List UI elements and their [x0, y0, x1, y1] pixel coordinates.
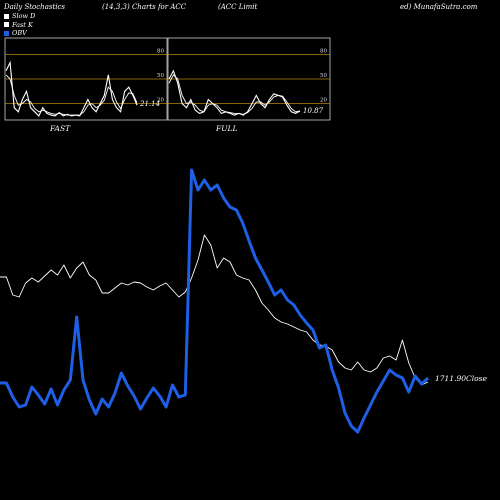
header-site: ed) MunafaSutra.com [400, 3, 478, 11]
header-params: (14,3,3) Charts for ACC [102, 3, 187, 11]
fast-y-tick-20: 20 [157, 98, 164, 104]
fast-panel-title: FAST [49, 124, 71, 133]
close-price-suffix: Close [466, 374, 488, 383]
obv-line [0, 168, 430, 434]
full-y-tick-20: 20 [320, 98, 327, 104]
legend-item-slow-d: Slow D [4, 12, 35, 21]
legend-label-slow-d: Slow D [12, 12, 36, 20]
full-panel-title: FULL [215, 124, 238, 133]
header-left: Daily Stochastics [4, 3, 66, 11]
full-fast-k-line [168, 69, 301, 116]
close-price-label: 1711.90Close [435, 374, 488, 383]
legend: Slow D Fast K OBV [4, 12, 35, 38]
full-y-tick-50: 50 [320, 73, 327, 79]
legend-item-obv: OBV [4, 29, 35, 38]
legend-label-fast-k: Fast K [12, 20, 33, 29]
price-line [0, 234, 429, 386]
close-price-value: 1711.90 [435, 374, 466, 383]
fast-y-tick-50: 50 [157, 73, 164, 79]
legend-swatch-slow-d [4, 13, 9, 19]
fast-slow-d-line [5, 74, 138, 116]
legend-swatch-fast-k [4, 22, 9, 28]
legend-label-obv: OBV [12, 29, 27, 37]
fast-fast-k-line [5, 60, 138, 117]
full-slow-d-line [168, 74, 301, 115]
fast-y-tick-80: 80 [157, 48, 164, 54]
legend-swatch-obv [4, 30, 9, 36]
header-company: (ACC Limit [218, 3, 258, 11]
fast-last-value: 21.14 [139, 100, 160, 108]
legend-item-fast-k: Fast K [4, 21, 35, 30]
full-last-value: 10.87 [303, 107, 324, 115]
full-y-tick-80: 80 [320, 48, 327, 54]
